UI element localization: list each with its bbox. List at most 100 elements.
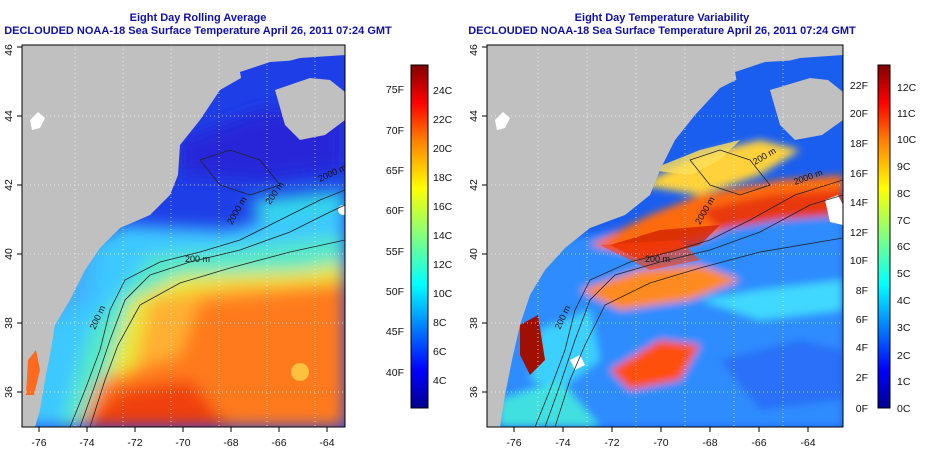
right-x-tick: -72 — [604, 437, 619, 449]
left-cb-c-label: 18C — [433, 172, 453, 184]
left-cb-f-label: 40F — [386, 367, 404, 379]
right-cb-c-label: 12C — [897, 82, 917, 94]
left-x-tick: -64 — [319, 437, 334, 449]
left-nova-scotia — [275, 78, 345, 140]
right-cb-c-label: 2C — [897, 350, 911, 362]
left-cb-f-label: 60F — [386, 205, 404, 217]
left-x-axis — [38, 427, 328, 432]
right-map-frame — [486, 44, 844, 428]
right-land — [487, 45, 843, 427]
left-y-axis — [17, 46, 22, 393]
right-x-tick: -70 — [653, 437, 668, 449]
right-cb-c-label: 10C — [897, 134, 917, 146]
left-cb-f-label: 75F — [386, 84, 404, 96]
left-cb-c-label: 6C — [433, 346, 447, 358]
left-y-tick: 46 — [3, 44, 15, 56]
right-cb-f-label: 8F — [856, 285, 868, 297]
right-cb-f-label: 14F — [850, 197, 868, 209]
right-x-tick: -66 — [751, 437, 766, 449]
left-x-tick: -70 — [175, 437, 190, 449]
right-cb-c-label: 11C — [897, 108, 916, 120]
left-cb-c-label: 4C — [433, 375, 447, 387]
left-cb-c-label: 20C — [433, 143, 453, 155]
right-cb-f-label: 12F — [850, 227, 868, 239]
right-cb-f-label: 2F — [856, 372, 868, 384]
left-cb-f-label: 45F — [386, 326, 404, 338]
right-y-tick: 44 — [468, 110, 480, 122]
right-panel: Eight Day Temperature Variability DECLOU… — [468, 12, 917, 449]
left-x-tick-labels: -76 -74 -72 -70 -68 -66 -64 — [31, 437, 334, 449]
right-x-tick: -74 — [555, 437, 570, 449]
right-cb-c-label: 5C — [897, 268, 911, 280]
left-colorbar-c-labels: 4C 6C 8C 10C 12C 14C 16C 18C 20C 22C 24C — [433, 85, 453, 387]
left-cb-c-label: 16C — [433, 201, 453, 213]
right-y-axis — [482, 46, 487, 393]
left-cb-c-label: 14C — [433, 230, 453, 242]
right-title-line2: DECLOUDED NOAA-18 Sea Surface Temperatur… — [468, 25, 856, 37]
right-ice-patch — [495, 112, 510, 130]
right-nova-scotia — [770, 78, 843, 140]
left-contour-label-2: 200 m — [185, 254, 210, 264]
left-y-tick: 44 — [3, 110, 15, 122]
right-cb-f-label: 0F — [856, 403, 868, 415]
left-y-tick: 40 — [3, 248, 15, 260]
left-panel: Eight Day Rolling Average DECLOUDED NOAA… — [3, 12, 453, 449]
left-cloud-spot — [338, 205, 345, 215]
right-y-tick: 42 — [468, 179, 480, 191]
right-cb-c-label: 6C — [897, 241, 911, 253]
left-x-tick: -74 — [79, 437, 94, 449]
left-cb-f-label: 50F — [386, 286, 404, 298]
right-contours — [534, 149, 843, 427]
left-x-tick: -68 — [223, 437, 238, 449]
left-cb-f-label: 70F — [386, 125, 404, 137]
right-grid — [487, 45, 843, 427]
right-x-tick: -68 — [702, 437, 717, 449]
right-y-tick: 40 — [468, 248, 480, 260]
left-x-tick: -72 — [127, 437, 142, 449]
right-colorbar-c-labels: 0C 1C 2C 3C 4C 5C 6C 7C 8C 9C 10C 11C 12… — [897, 82, 917, 415]
right-cb-c-label: 4C — [897, 295, 911, 307]
right-colorbar — [877, 64, 891, 409]
left-contours — [69, 149, 345, 427]
left-x-tick: -76 — [31, 437, 46, 449]
right-cb-f-label: 10F — [850, 255, 868, 267]
right-y-tick: 36 — [468, 386, 480, 398]
left-y-tick: 36 — [3, 386, 15, 398]
left-map[interactable]: 2000 m 200 m 200 m 2000 m 200 m — [22, 45, 348, 427]
left-title-line2: DECLOUDED NOAA-18 Sea Surface Temperatur… — [4, 25, 392, 37]
right-cb-c-label: 3C — [897, 322, 911, 334]
left-cb-c-label: 8C — [433, 317, 447, 329]
right-x-tick: -64 — [800, 437, 815, 449]
right-cloud-patch — [825, 195, 843, 225]
right-bay — [735, 60, 810, 100]
right-cb-f-label: 20F — [850, 108, 868, 120]
right-cb-f-label: 18F — [850, 138, 868, 150]
left-bay — [240, 60, 310, 100]
left-y-tick: 38 — [3, 317, 15, 329]
right-map[interactable]: 2000 m 200 m 200 m 2000 m 200 m — [487, 45, 843, 427]
right-y-tick: 38 — [468, 317, 480, 329]
left-y-tick: 42 — [3, 179, 15, 191]
right-cb-f-label: 22F — [850, 80, 868, 92]
right-cb-f-label: 16F — [850, 168, 868, 180]
right-colorbar-f-labels: 0F 2F 4F 6F 8F 10F 12F 14F 16F 18F 20F 2… — [850, 80, 868, 415]
left-cb-c-label: 22C — [433, 114, 453, 126]
right-x-tick: -76 — [506, 437, 521, 449]
left-cb-f-label: 55F — [386, 246, 404, 258]
right-cb-f-label: 4F — [856, 342, 868, 354]
left-ice-patch — [30, 112, 45, 130]
left-cb-f-label: 65F — [386, 165, 404, 177]
left-land — [22, 45, 345, 427]
right-cb-c-label: 9C — [897, 161, 911, 173]
left-bay-inlet — [26, 350, 40, 395]
left-cb-c-label: 12C — [433, 259, 453, 271]
left-colorbar — [410, 64, 429, 409]
right-y-tick: 46 — [468, 44, 480, 56]
right-cb-c-label: 7C — [897, 215, 911, 227]
right-x-tick-labels: -76 -74 -72 -70 -68 -66 -64 — [506, 437, 815, 449]
left-colorbar-f-labels: 40F 45F 50F 55F 60F 65F 70F 75F — [386, 84, 404, 379]
left-cb-c-label: 10C — [433, 288, 453, 300]
right-cb-c-label: 0C — [897, 403, 911, 415]
left-x-tick: -66 — [271, 437, 286, 449]
